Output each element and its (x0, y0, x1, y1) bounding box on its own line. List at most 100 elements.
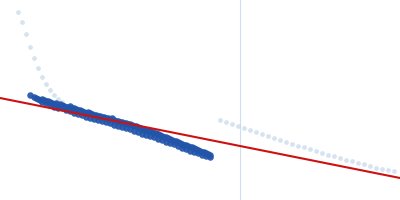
Point (55, 103, 61, 107)
Point (123, 121, 129, 125)
Point (115, 124, 121, 128)
Point (47, 103, 53, 107)
Point (179, 146, 185, 150)
Point (103, 116, 109, 120)
Point (91, 113, 97, 117)
Point (73, 107, 79, 111)
Point (83, 115, 89, 119)
Point (271, 136, 277, 140)
Point (135, 125, 141, 129)
Point (361, 162, 367, 166)
Point (163, 135, 169, 139)
Point (61, 104, 67, 108)
Point (217, 118, 223, 122)
Point (51, 105, 57, 109)
Point (253, 130, 259, 134)
Point (33, 96, 39, 100)
Point (151, 131, 157, 135)
Point (49, 101, 55, 105)
Point (27, 93, 33, 97)
Point (153, 131, 159, 135)
Point (131, 124, 137, 128)
Point (161, 135, 167, 139)
Point (35, 97, 41, 101)
Point (193, 147, 199, 151)
Point (325, 153, 331, 157)
Point (47, 100, 53, 104)
Point (137, 126, 143, 130)
Point (139, 132, 145, 136)
Point (123, 126, 129, 130)
Point (159, 138, 165, 142)
Point (171, 142, 177, 146)
Point (141, 128, 147, 132)
Point (27, 45, 33, 49)
Point (149, 130, 155, 134)
Point (59, 100, 65, 104)
Point (65, 105, 71, 109)
Point (59, 103, 65, 107)
Point (241, 126, 247, 130)
Point (79, 113, 85, 117)
Point (75, 108, 81, 112)
Point (119, 120, 125, 124)
Point (41, 98, 47, 102)
Point (151, 135, 157, 139)
Point (81, 110, 87, 114)
Point (235, 124, 241, 128)
Point (93, 113, 99, 117)
Point (89, 112, 95, 116)
Point (107, 121, 113, 125)
Point (183, 143, 189, 147)
Point (101, 115, 107, 119)
Point (39, 97, 45, 101)
Point (187, 149, 193, 153)
Point (85, 110, 91, 114)
Point (289, 142, 295, 146)
Point (145, 129, 151, 133)
Point (175, 140, 181, 144)
Point (15, 10, 21, 14)
Point (157, 133, 163, 137)
Point (135, 130, 141, 134)
Point (55, 106, 61, 110)
Point (355, 161, 361, 165)
Point (171, 139, 177, 143)
Point (143, 128, 149, 132)
Point (43, 101, 49, 105)
Point (189, 145, 195, 149)
Point (203, 151, 209, 155)
Point (175, 144, 181, 148)
Point (43, 99, 49, 103)
Point (205, 152, 211, 156)
Point (71, 106, 77, 110)
Point (69, 106, 75, 110)
Point (191, 150, 197, 154)
Point (115, 119, 121, 123)
Point (45, 99, 51, 103)
Point (79, 109, 85, 113)
Point (169, 138, 175, 142)
Point (43, 82, 49, 86)
Point (201, 150, 207, 154)
Point (83, 111, 89, 115)
Point (163, 140, 169, 144)
Point (187, 145, 193, 149)
Point (109, 116, 115, 120)
Point (103, 120, 109, 124)
Point (57, 102, 63, 106)
Point (199, 150, 205, 154)
Point (191, 146, 197, 150)
Point (99, 119, 105, 123)
Point (71, 111, 77, 115)
Point (147, 129, 153, 133)
Point (131, 129, 137, 133)
Point (367, 164, 373, 168)
Point (283, 140, 289, 144)
Point (277, 138, 283, 142)
Point (75, 112, 81, 116)
Point (31, 56, 37, 60)
Point (159, 134, 165, 138)
Point (307, 147, 313, 151)
Point (173, 139, 179, 143)
